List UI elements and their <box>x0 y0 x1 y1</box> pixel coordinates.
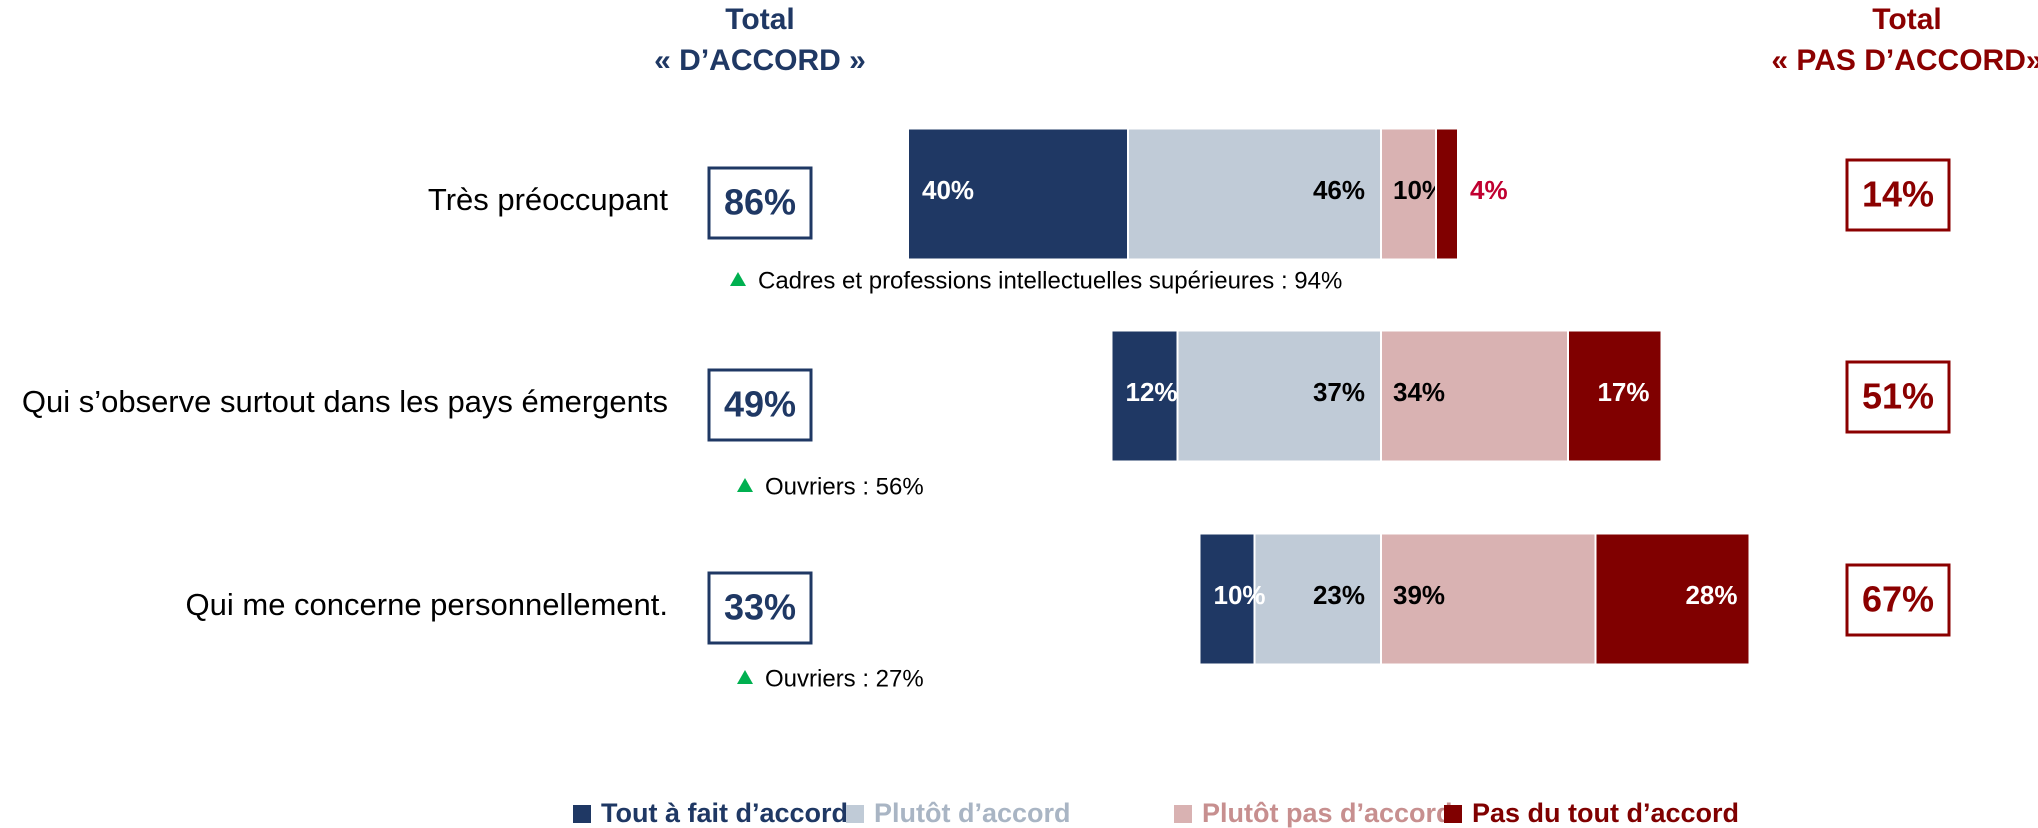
note: Cadres et professions intellectuelles su… <box>758 267 1342 294</box>
row-label: Qui me concerne personnellement. <box>186 587 668 622</box>
bar-segment <box>907 127 1129 261</box>
bar-value-label: 17% <box>1597 377 1649 407</box>
column-header: « D’ACCORD » <box>654 44 866 77</box>
total-box <box>707 571 813 645</box>
legend-swatch <box>573 805 591 823</box>
bar-value-label: 12% <box>1126 377 1178 407</box>
total-label: 51% <box>1862 376 1934 417</box>
column-header: Total <box>1872 3 1941 36</box>
legend-label: Plutôt d’accord <box>874 798 1071 828</box>
note-marker <box>737 478 753 492</box>
row-label: Très préoccupant <box>428 182 668 217</box>
bar-segment <box>1435 127 1459 261</box>
bar-value-label: 46% <box>1313 175 1365 205</box>
legend-label: Tout à fait d’accord <box>601 798 848 828</box>
column-header: « PAS D’ACCORD» <box>1771 44 2038 77</box>
legend-label: Plutôt pas d’accord <box>1202 798 1453 828</box>
bar-value-label: 23% <box>1313 580 1365 610</box>
note: Ouvriers : 27% <box>765 665 924 692</box>
total-box <box>1845 158 1951 232</box>
bar-segment <box>1127 127 1382 261</box>
total-label: 86% <box>724 182 796 223</box>
bar-value-label: 28% <box>1685 580 1737 610</box>
note-marker <box>730 272 746 286</box>
column-header: Total <box>725 3 794 36</box>
bar-segment <box>1380 532 1597 666</box>
note: Ouvriers : 56% <box>765 473 924 500</box>
total-label: 67% <box>1862 579 1934 620</box>
legend-swatch <box>1444 805 1462 823</box>
bar-value-label: 37% <box>1313 377 1365 407</box>
total-label: 33% <box>724 587 796 628</box>
total-label: 49% <box>724 384 796 425</box>
total-box <box>707 166 813 240</box>
bar-segment <box>1110 329 1179 463</box>
bar-value-label: 39% <box>1393 580 1445 610</box>
bar-value-label: 40% <box>922 175 974 205</box>
bar-segment <box>1594 532 1751 666</box>
total-label: 14% <box>1862 174 1934 215</box>
bar-value-label: 10% <box>1214 580 1266 610</box>
total-box <box>707 368 813 442</box>
legend-swatch <box>1174 805 1192 823</box>
total-box <box>1845 360 1951 434</box>
bar-value-label: 34% <box>1393 377 1445 407</box>
legend-label: Pas du tout d’accord <box>1472 798 1739 828</box>
bar-segment <box>1198 532 1256 666</box>
bar-segment <box>1567 329 1663 463</box>
bar-segment <box>1380 127 1437 261</box>
row-label: Qui s’observe surtout dans les pays émer… <box>22 384 668 419</box>
legend-swatch <box>846 805 864 823</box>
bar-value-label: 4% <box>1470 175 1508 205</box>
total-box <box>1845 563 1951 637</box>
note-marker <box>737 670 753 684</box>
